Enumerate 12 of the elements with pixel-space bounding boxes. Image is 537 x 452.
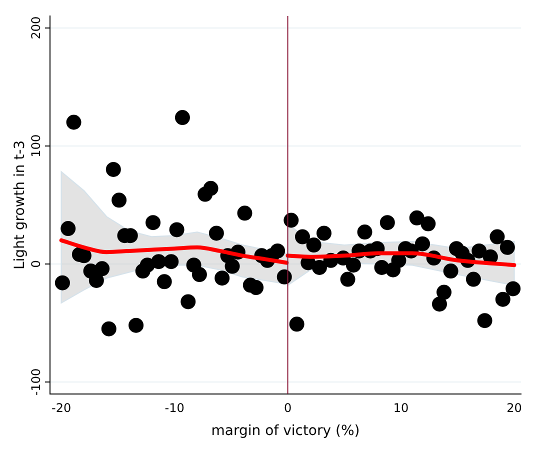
y-tick-label: 0 <box>29 260 44 268</box>
line-series <box>59 238 289 265</box>
x-tick-label: -10 <box>164 401 184 416</box>
x-tick-label: -20 <box>52 401 72 416</box>
x-axis-title: margin of victory (%) <box>211 423 360 440</box>
y-tick-label: -100 <box>29 368 44 396</box>
y-axis-title: Light growth in t-3 <box>12 140 28 270</box>
y-tick-label: 200 <box>29 16 44 40</box>
x-tick-label: 0 <box>284 401 292 416</box>
y-tick-label: 100 <box>29 134 44 158</box>
x-tick-label: 10 <box>393 401 409 416</box>
x-tick-label: 20 <box>506 401 522 416</box>
